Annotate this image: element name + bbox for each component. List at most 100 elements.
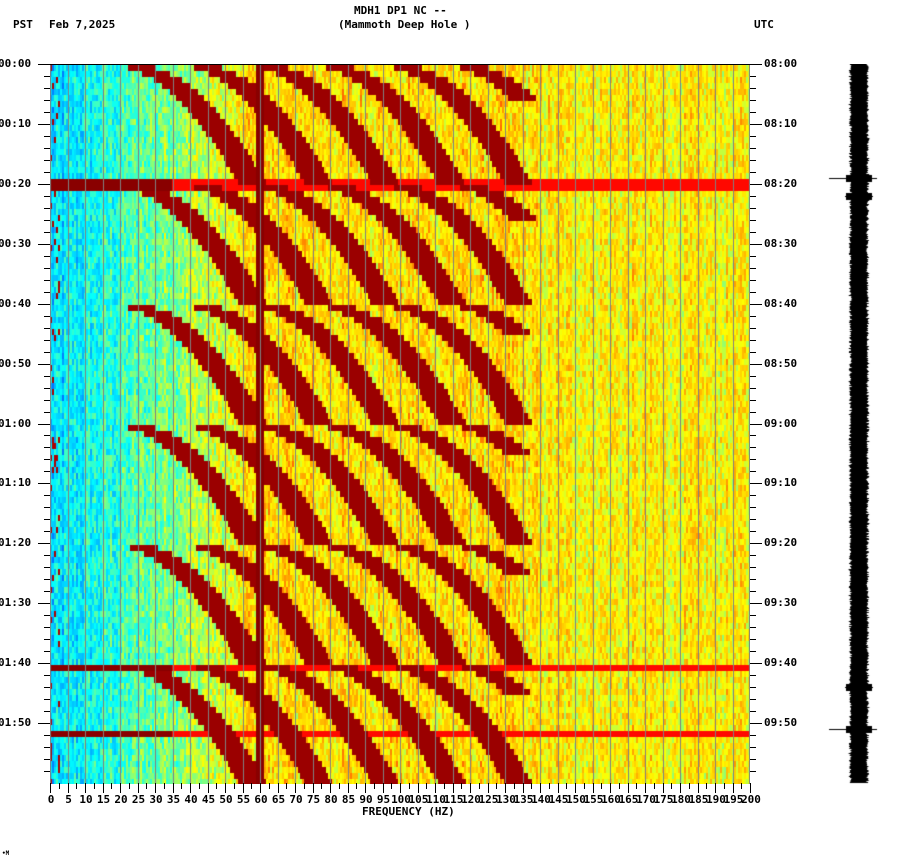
freq-tick <box>750 783 751 793</box>
freq-label: 70 <box>289 793 303 806</box>
left-time-label: 01:20 <box>0 536 32 550</box>
freq-label: 65 <box>271 793 286 806</box>
freq-label: 155 <box>583 793 604 806</box>
freq-label: 135 <box>513 793 534 806</box>
left-time-tick <box>44 171 50 173</box>
freq-label: 50 <box>219 793 233 806</box>
right-time-tick <box>750 699 756 701</box>
freq-tick <box>697 783 699 793</box>
left-time-tick <box>44 147 50 149</box>
right-time-tick <box>750 423 762 425</box>
right-time-label: 09:40 <box>764 656 798 670</box>
right-time-tick <box>750 543 762 545</box>
freq-label: 200 <box>741 793 761 806</box>
left-timezone-label: PST <box>13 18 33 31</box>
freq-tick <box>277 783 279 793</box>
freq-label: 10 <box>79 793 93 806</box>
freq-label: 90 <box>359 793 373 806</box>
left-time-tick <box>44 687 50 689</box>
freq-label: 95 <box>376 793 391 806</box>
freq-tick <box>688 783 690 789</box>
freq-label: 145 <box>548 793 569 806</box>
right-time-label: 08:40 <box>764 296 798 310</box>
left-time-label: 00:20 <box>0 176 32 190</box>
right-time-tick <box>750 363 762 365</box>
left-time-tick <box>44 567 50 569</box>
freq-label: 60 <box>254 793 268 806</box>
freq-label: 195 <box>723 793 744 806</box>
freq-tick <box>732 783 734 793</box>
freq-tick <box>312 783 314 793</box>
left-time-tick <box>44 615 50 617</box>
left-time-label: 01:30 <box>0 596 32 610</box>
freq-tick <box>583 783 585 789</box>
freq-tick <box>478 783 480 789</box>
right-time-tick <box>750 339 756 341</box>
freq-tick <box>58 783 60 789</box>
right-time-tick <box>750 267 756 269</box>
x-axis-title: FREQUENCY (HZ) <box>362 805 455 818</box>
freq-label: 85 <box>341 793 356 806</box>
freq-tick <box>671 783 673 789</box>
left-time-tick <box>44 747 50 749</box>
freq-tick <box>128 783 130 789</box>
freq-tick <box>137 783 139 793</box>
right-time-tick <box>750 435 756 437</box>
right-time-tick <box>750 195 756 197</box>
right-time-tick <box>750 615 756 617</box>
freq-tick <box>251 783 253 789</box>
freq-label: 185 <box>688 793 709 806</box>
freq-tick <box>540 783 541 793</box>
right-time-label: 09:10 <box>764 476 798 490</box>
right-time-tick <box>750 327 756 329</box>
right-time-tick <box>750 387 756 389</box>
left-time-tick <box>44 759 50 761</box>
right-time-tick <box>750 567 756 569</box>
right-time-tick <box>750 351 756 353</box>
freq-label: 165 <box>618 793 639 806</box>
right-time-tick <box>750 123 762 125</box>
left-time-tick <box>44 771 50 773</box>
right-time-tick <box>750 759 756 761</box>
freq-tick <box>67 783 69 793</box>
left-time-tick <box>44 351 50 353</box>
freq-tick <box>435 783 436 793</box>
freq-tick <box>163 783 165 789</box>
freq-tick <box>531 783 533 789</box>
right-time-tick <box>750 459 756 461</box>
freq-tick <box>426 783 428 789</box>
right-time-tick <box>750 675 756 677</box>
left-time-tick <box>44 399 50 401</box>
freq-tick <box>645 783 646 793</box>
freq-tick <box>391 783 393 789</box>
freq-label: 180 <box>671 793 691 806</box>
date-label: Feb 7,2025 <box>49 18 116 31</box>
right-time-tick <box>750 771 756 773</box>
right-time-label: 09:20 <box>764 536 798 550</box>
freq-tick <box>233 783 235 789</box>
freq-tick <box>242 783 244 793</box>
right-timezone-label: UTC <box>754 18 774 31</box>
left-time-label: 00:30 <box>0 236 32 250</box>
right-time-label: 08:00 <box>764 57 798 70</box>
freq-label: 40 <box>184 793 198 806</box>
right-time-tick <box>750 531 756 533</box>
right-time-tick <box>750 591 756 593</box>
freq-label: 30 <box>149 793 163 806</box>
right-time-tick <box>750 747 756 749</box>
freq-label: 35 <box>166 793 181 806</box>
freq-tick <box>155 783 156 793</box>
freq-tick <box>575 783 576 793</box>
left-time-label: 00:40 <box>0 296 32 310</box>
footer-mark: •M <box>2 850 10 857</box>
left-time-tick <box>44 255 50 257</box>
freq-tick <box>653 783 655 789</box>
freq-label: 0 <box>47 793 55 806</box>
left-time-tick <box>38 243 50 245</box>
freq-tick <box>356 783 358 789</box>
left-time-label: 00:50 <box>0 356 32 370</box>
right-time-tick <box>750 651 756 653</box>
right-time-tick <box>750 735 756 737</box>
left-time-tick <box>44 279 50 281</box>
freq-label: 170 <box>636 793 656 806</box>
